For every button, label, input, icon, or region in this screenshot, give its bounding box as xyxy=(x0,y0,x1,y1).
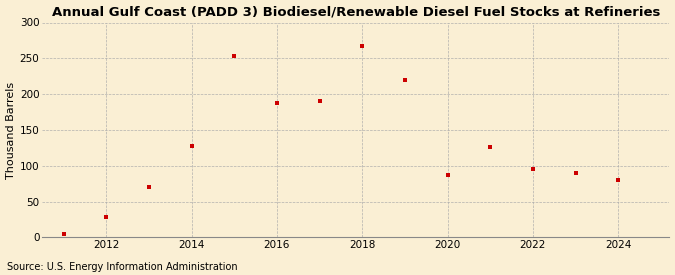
Point xyxy=(442,173,453,177)
Point xyxy=(527,167,538,172)
Point xyxy=(613,178,624,182)
Y-axis label: Thousand Barrels: Thousand Barrels xyxy=(5,81,16,178)
Point xyxy=(485,145,495,149)
Point xyxy=(271,101,282,106)
Point xyxy=(357,44,368,48)
Point xyxy=(58,232,69,236)
Point xyxy=(570,171,581,175)
Point xyxy=(101,215,111,219)
Title: Annual Gulf Coast (PADD 3) Biodiesel/Renewable Diesel Fuel Stocks at Refineries: Annual Gulf Coast (PADD 3) Biodiesel/Ren… xyxy=(52,6,660,18)
Point xyxy=(314,99,325,103)
Point xyxy=(144,185,155,189)
Point xyxy=(400,78,410,82)
Text: Source: U.S. Energy Information Administration: Source: U.S. Energy Information Administ… xyxy=(7,262,238,272)
Point xyxy=(186,144,197,148)
Point xyxy=(229,54,240,58)
